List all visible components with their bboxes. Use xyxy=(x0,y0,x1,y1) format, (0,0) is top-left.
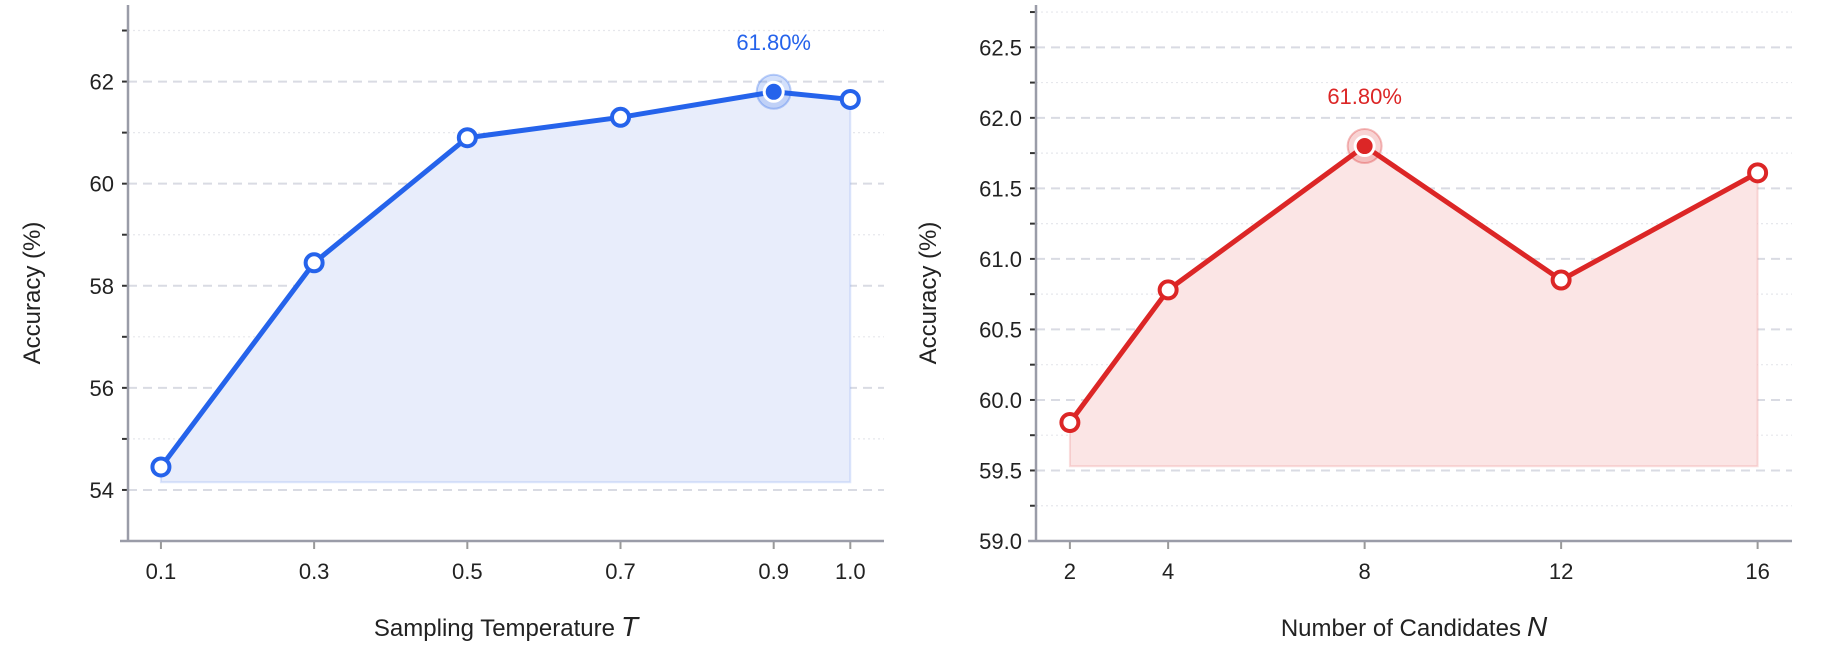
data-point xyxy=(303,252,325,274)
y-tick-label: 59.5 xyxy=(979,458,1022,483)
x-axis-title-variable: N xyxy=(1527,611,1548,642)
x-tick-label: 1.0 xyxy=(835,559,866,584)
area-fill xyxy=(159,90,852,484)
best-annotation: 61.80% xyxy=(736,30,811,55)
y-axis-title: Accuracy (%) xyxy=(915,222,942,365)
y-tick-label: 62 xyxy=(90,70,114,95)
x-axis-title-text: Sampling Temperature xyxy=(374,615,615,642)
x-tick-label: 0.3 xyxy=(299,559,330,584)
y-axis-title: Accuracy (%) xyxy=(19,222,46,365)
x-axis-title: Sampling Temperature T xyxy=(374,611,640,642)
x-tick-label: 4 xyxy=(1162,559,1174,584)
y-tick-label: 61.5 xyxy=(979,176,1022,201)
y-tick-label: 60.0 xyxy=(979,388,1022,413)
data-point xyxy=(1550,269,1572,291)
data-point xyxy=(839,88,861,110)
y-tick-label: 60 xyxy=(90,172,114,197)
y-tick-label: 59.0 xyxy=(979,529,1022,554)
data-point xyxy=(610,106,632,128)
y-tick-label: 56 xyxy=(90,376,114,401)
x-tick-label: 0.5 xyxy=(452,559,483,584)
x-axis-title-variable: T xyxy=(621,611,640,642)
y-tick-label: 58 xyxy=(90,274,114,299)
data-point-best xyxy=(765,83,782,100)
x-tick-label: 2 xyxy=(1064,559,1076,584)
y-tick-label: 62.0 xyxy=(979,106,1022,131)
data-point xyxy=(150,456,172,478)
x-tick-label: 8 xyxy=(1359,559,1371,584)
y-tick-label: 61.0 xyxy=(979,247,1022,272)
x-axis-title-text: Number of Candidates xyxy=(1281,615,1521,642)
chart-panel-1: 54 56 58 60 62 0.1 0.3 0.5 0.7 61.80% 0.9 1.0 Sampli… xyxy=(19,5,884,642)
data-point xyxy=(1747,162,1769,184)
y-tick-label: 54 xyxy=(90,478,114,503)
data-point xyxy=(456,127,478,149)
x-tick-label: 12 xyxy=(1549,559,1573,584)
data-point xyxy=(1157,279,1179,301)
data-point xyxy=(1059,412,1081,434)
x-tick-label: 0.1 xyxy=(146,559,177,584)
data-point-best xyxy=(1356,138,1373,155)
x-tick-label: 16 xyxy=(1745,559,1769,584)
x-axis-title: Number of Candidates N xyxy=(1281,611,1548,642)
y-tick-label: 60.5 xyxy=(979,317,1022,342)
best-annotation: 61.80% xyxy=(1327,84,1402,109)
area-fill xyxy=(1068,144,1759,468)
x-tick-label: 0.7 xyxy=(605,559,636,584)
series-line xyxy=(158,89,851,469)
y-tick-label: 62.5 xyxy=(979,35,1022,60)
chart-panel-2: 59.0 59.5 60.0 60.5 61.0 61.5 62.0 62.5 2 4 61.80%… xyxy=(915,5,1792,642)
x-tick-label: 0.9 xyxy=(758,559,789,584)
